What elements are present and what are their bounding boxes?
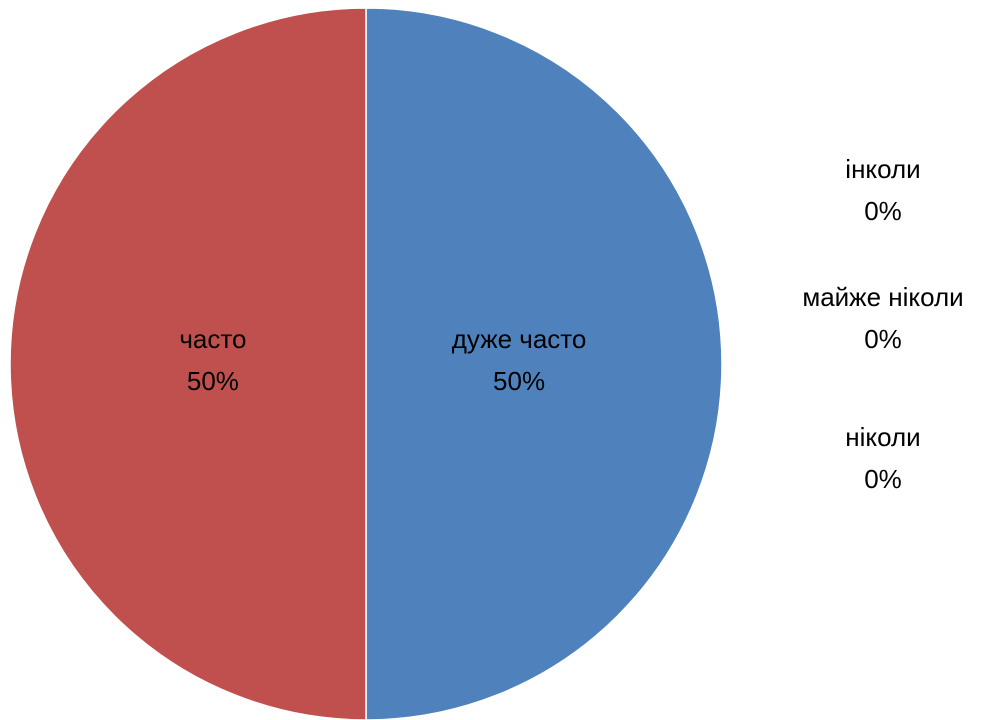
slice-value-ніколи: 0% [864, 464, 902, 494]
pie-slice-часто [9, 7, 367, 720]
slice-label-майже-ніколи: майже ніколи [802, 282, 963, 312]
pie-slice-дуже-часто [365, 7, 723, 720]
slice-value-дуже-часто: 50% [493, 366, 545, 396]
pie-labels: дуже часто 50% часто 50% інколи 0% майже нікол… [179, 154, 963, 494]
slice-label-інколи: інколи [845, 154, 920, 184]
slice-value-часто: 50% [187, 366, 239, 396]
slice-label-ніколи: ніколи [845, 422, 920, 452]
slice-value-інколи: 0% [864, 196, 902, 226]
slice-label-часто: часто [179, 324, 246, 354]
pie-slices [9, 7, 723, 720]
slice-label-дуже-часто: дуже часто [452, 324, 587, 354]
slice-value-майже-ніколи: 0% [864, 324, 902, 354]
